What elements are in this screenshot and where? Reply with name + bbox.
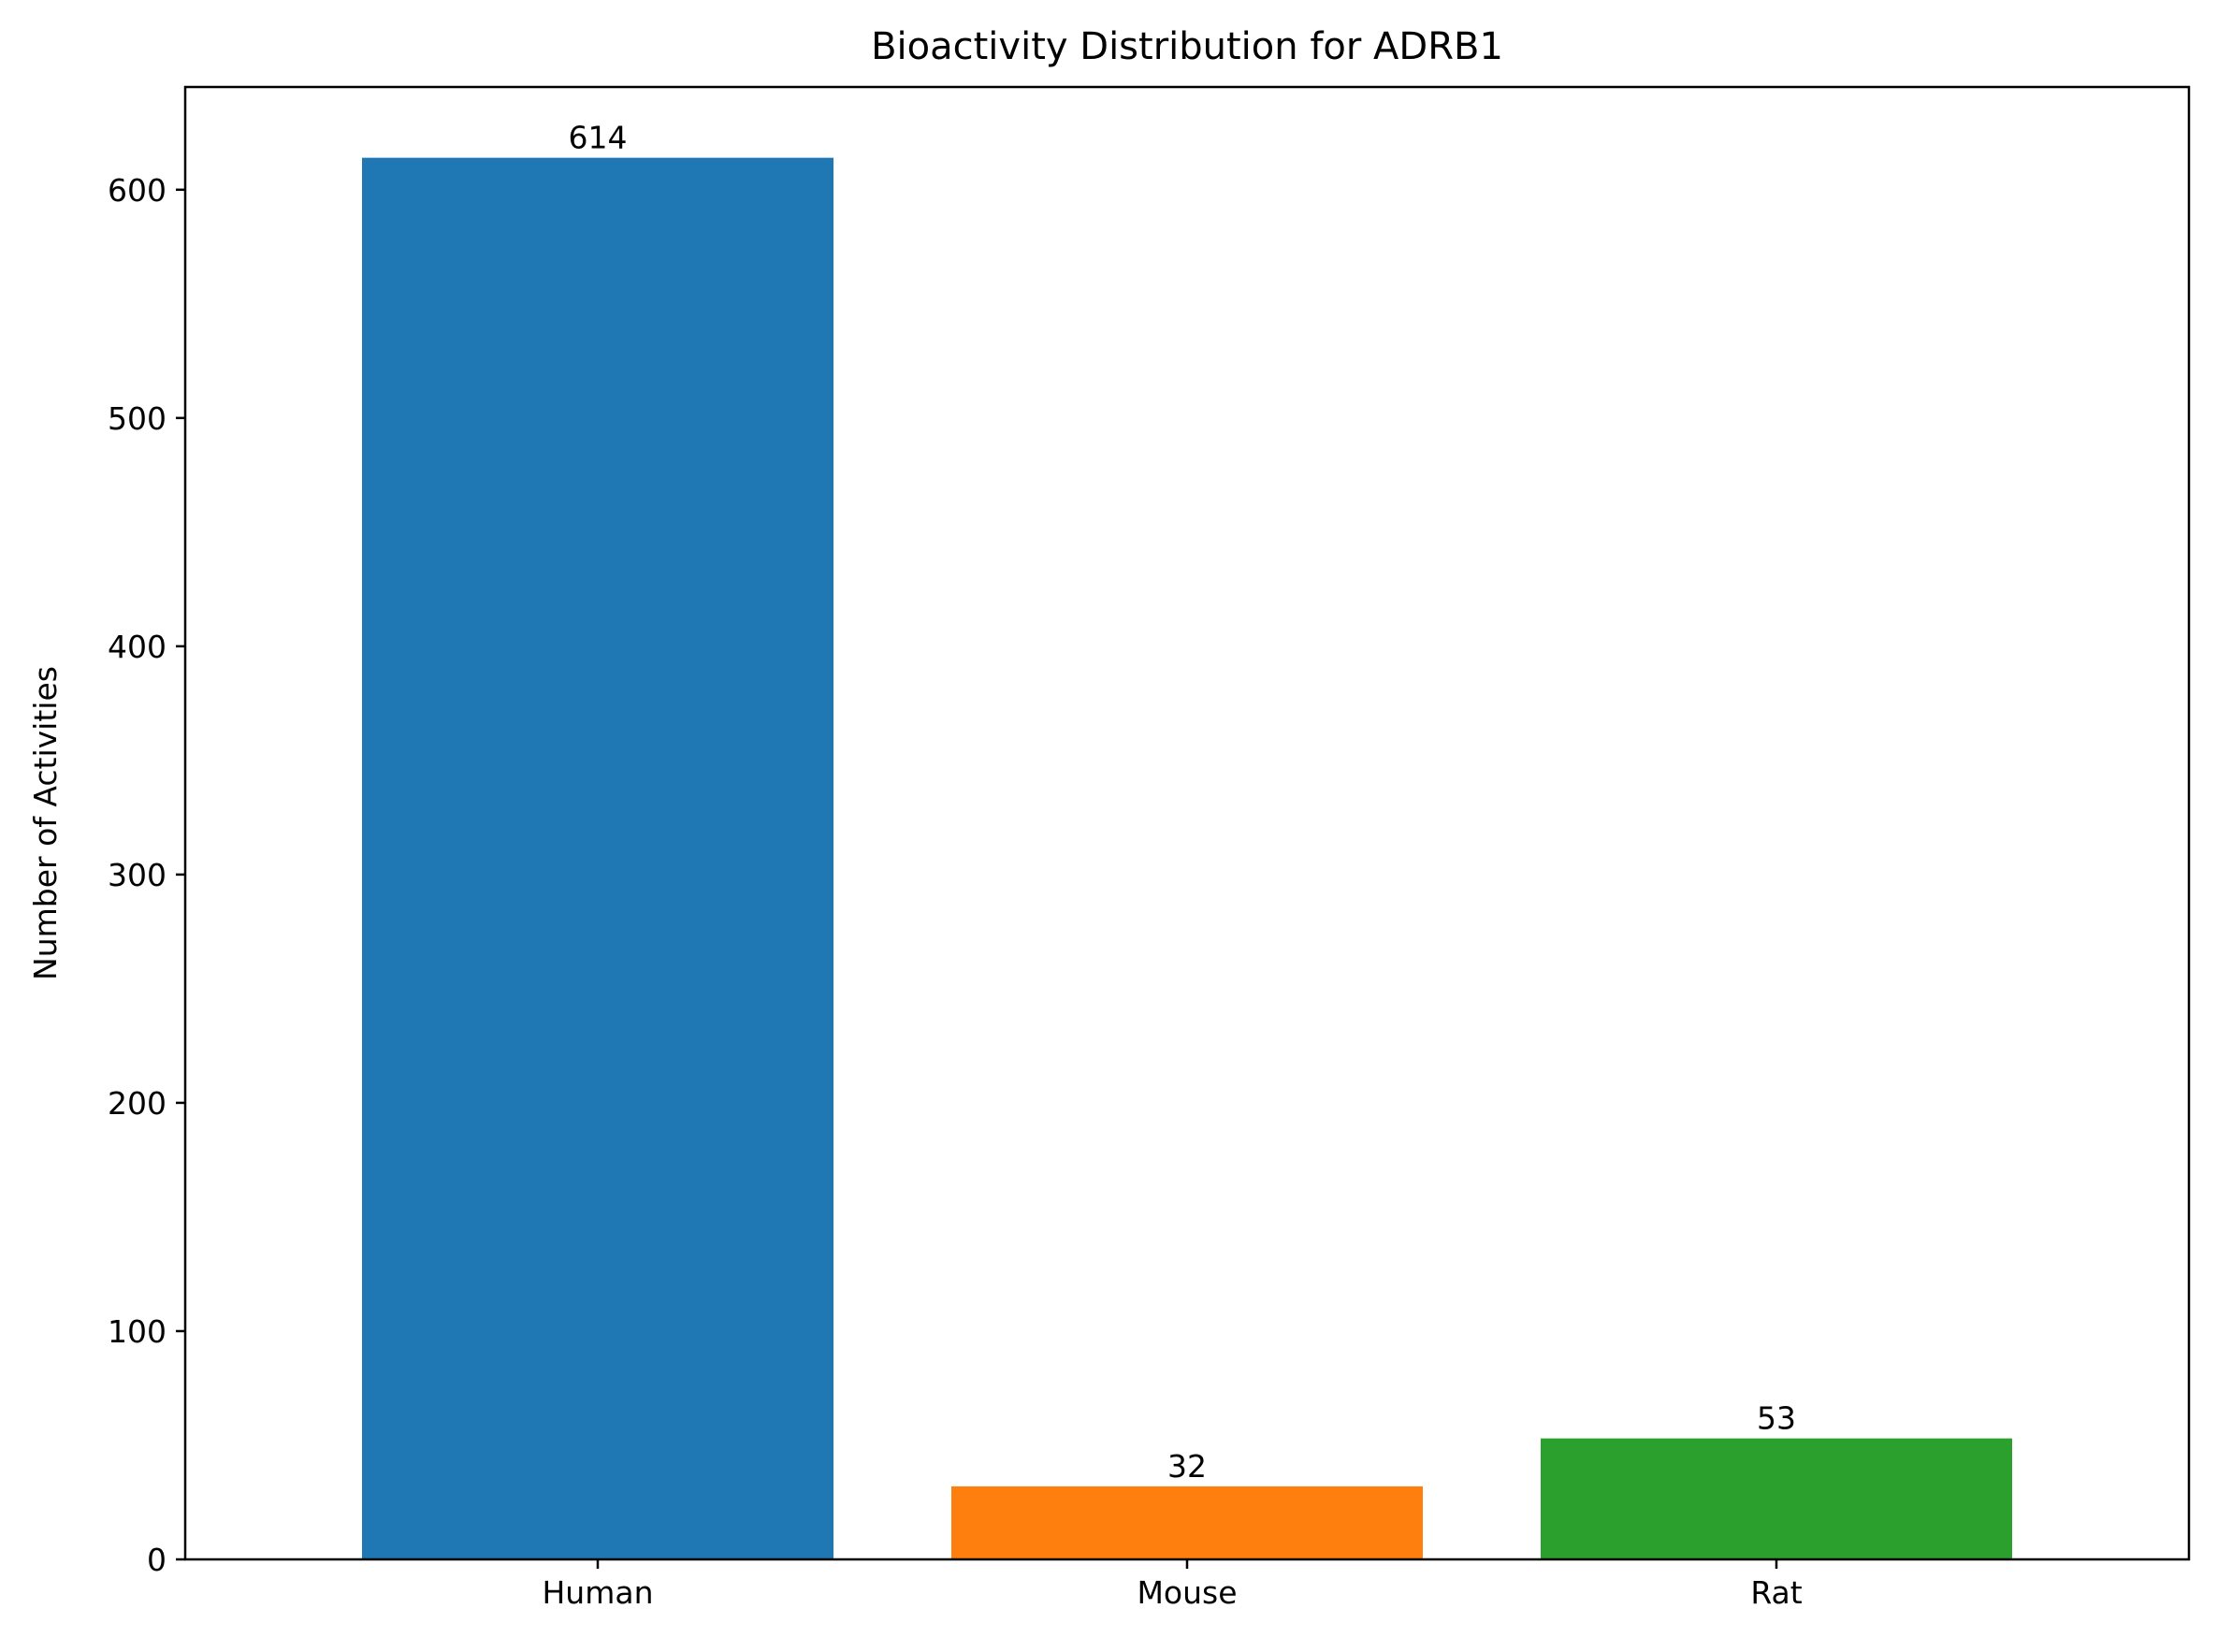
data-label-mouse: 32 (1167, 1448, 1207, 1485)
y-tick-label-600: 600 (108, 172, 167, 209)
bar-mouse (951, 1485, 1423, 1559)
y-axis-label: Number of Activities (27, 666, 64, 980)
bars-group (362, 157, 2012, 1559)
y-tick-label-200: 200 (108, 1085, 167, 1122)
y-tick-label-100: 100 (108, 1313, 167, 1350)
x-tick-label-mouse: Mouse (1137, 1574, 1237, 1611)
y-tick-label-300: 300 (108, 857, 167, 893)
plot-frame (183, 85, 2191, 1561)
data-label-human: 614 (569, 120, 628, 156)
x-axis: Human Mouse Rat (542, 1559, 1803, 1611)
bar-rat (1541, 1438, 2012, 1559)
y-axis: 0 100 200 300 400 500 600 (108, 172, 185, 1578)
x-tick-label-rat: Rat (1750, 1574, 1802, 1611)
x-tick-label-human: Human (542, 1574, 653, 1611)
data-label-rat: 53 (1757, 1400, 1796, 1437)
y-tick-label-0: 0 (147, 1542, 167, 1578)
bar-value-labels: 614 32 53 (569, 120, 1797, 1485)
bar-human (362, 157, 833, 1559)
chart-title: Bioactivity Distribution for ADRB1 (871, 25, 1503, 68)
y-tick-label-400: 400 (108, 629, 167, 665)
y-tick-label-500: 500 (108, 400, 167, 437)
